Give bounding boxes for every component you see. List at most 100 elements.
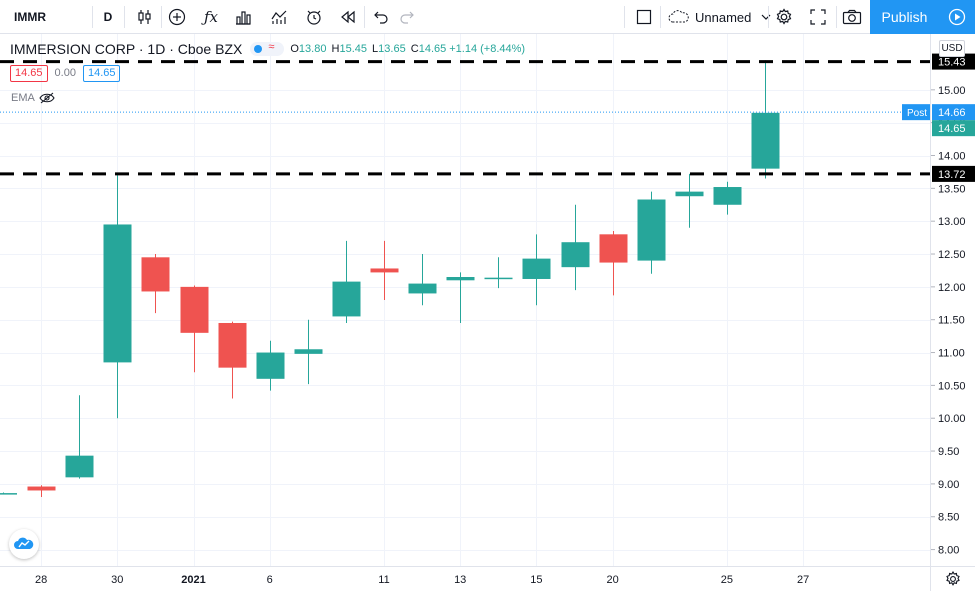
- fullscreen-icon[interactable]: [804, 0, 832, 34]
- price-axis[interactable]: 15.0014.5014.0013.5013.0012.5012.0011.50…: [930, 34, 975, 566]
- price-axis-canvas: 15.0014.5014.0013.5013.0012.5012.0011.50…: [931, 53, 975, 557]
- candle-body: [408, 283, 437, 294]
- eye-hidden-icon[interactable]: [35, 92, 55, 104]
- open-value: 13.80: [298, 43, 327, 55]
- high-value: 15.45: [339, 43, 367, 55]
- bid-ask-panel: 14.65 0.00 14.65: [10, 64, 121, 82]
- play-icon[interactable]: [939, 0, 975, 34]
- time-tick-label: 15: [530, 574, 542, 586]
- candle-body: [675, 191, 704, 197]
- toolbar-divider: [92, 6, 93, 28]
- replay-icon[interactable]: [334, 0, 362, 34]
- price-label-bg: [932, 165, 975, 182]
- candle-body: [522, 258, 551, 279]
- market-status-icon[interactable]: ≈: [250, 41, 285, 56]
- price-label-bg: [932, 53, 975, 70]
- change-value: +1.14 (+8.44%): [449, 43, 526, 55]
- tradingview-logo-icon[interactable]: [9, 529, 39, 559]
- price-tick-label: 11.00: [938, 348, 965, 360]
- price-tick-label: 12.50: [938, 249, 966, 261]
- toolbar-divider: [660, 6, 661, 28]
- fx-icon[interactable]: ƒx: [203, 8, 218, 26]
- top-toolbar: IMMR D ƒx Unnamed: [0, 0, 975, 34]
- axis-settings-icon[interactable]: [930, 566, 975, 591]
- price-label-text: 14.65: [938, 123, 966, 135]
- alert-icon[interactable]: [300, 0, 328, 34]
- compare-icon[interactable]: [265, 0, 293, 34]
- candle-body: [332, 281, 361, 317]
- currency-button[interactable]: USD: [939, 40, 965, 57]
- close-label: C: [410, 43, 419, 55]
- indicators-icon[interactable]: [229, 0, 257, 34]
- candle-body: [0, 493, 17, 495]
- toolbar-divider: [364, 6, 365, 28]
- candle-body: [103, 224, 132, 363]
- price-label-text: 14.66: [938, 107, 966, 119]
- undo-icon[interactable]: [368, 0, 394, 34]
- toolbar-divider: [836, 6, 837, 28]
- candle-body: [370, 268, 399, 273]
- post-tag-label: Post: [907, 108, 927, 119]
- chart-canvas[interactable]: Post: [0, 34, 930, 566]
- price-label-bg: [932, 120, 975, 137]
- time-tick-label: 13: [454, 574, 466, 586]
- sell-price-box[interactable]: 14.65: [10, 64, 48, 82]
- time-tick-label: 11: [378, 574, 389, 586]
- price-label-badge: 14.65: [932, 120, 975, 137]
- toolbar-divider: [768, 6, 769, 28]
- layout-square-icon[interactable]: [630, 0, 658, 34]
- price-tick-label: 13.50: [938, 183, 966, 195]
- redo-icon[interactable]: [394, 0, 420, 34]
- ema-indicator-legend[interactable]: EMA: [11, 90, 55, 106]
- candle-body: [637, 199, 666, 261]
- layout-name-label: Unnamed: [695, 9, 752, 25]
- toolbar-divider: [624, 6, 625, 28]
- low-label: L: [372, 43, 379, 55]
- chart-pane[interactable]: Post: [0, 34, 930, 566]
- buy-price-box[interactable]: 14.65: [82, 64, 121, 82]
- close-value: 14.65: [418, 43, 447, 55]
- candle-body: [599, 234, 628, 263]
- post-tag-bg: [902, 104, 930, 121]
- toolbar-divider: [161, 6, 162, 28]
- time-tick-label: 30: [111, 574, 123, 586]
- cloud-icon: [668, 10, 690, 24]
- time-axis-canvas: 23283020216111315202527: [35, 574, 809, 586]
- publish-button[interactable]: Publish: [870, 0, 939, 34]
- settings-icon[interactable]: [770, 0, 798, 34]
- candle-body: [65, 455, 94, 478]
- price-tick-label: 10.50: [938, 380, 966, 392]
- price-tick-label: 8.00: [938, 545, 959, 557]
- symbol-search-button[interactable]: IMMR: [14, 10, 46, 24]
- candle-body: [561, 242, 590, 268]
- price-label-text: 13.72: [938, 169, 966, 181]
- chevron-down-icon: [761, 14, 771, 20]
- layout-name-button[interactable]: Unnamed: [662, 0, 771, 34]
- candle-body: [27, 486, 56, 491]
- add-indicator-icon[interactable]: [163, 0, 191, 34]
- spread-value: 0.00: [54, 67, 76, 79]
- open-label: O: [290, 43, 299, 55]
- interval-button[interactable]: D: [103, 10, 113, 24]
- price-label-badge: 13.72: [932, 165, 975, 182]
- price-label-bg: [932, 104, 975, 121]
- price-label-text: 15.43: [938, 57, 966, 69]
- time-tick-label: 6: [267, 574, 273, 586]
- toolbar-divider: [124, 6, 125, 28]
- candle-body: [180, 286, 209, 333]
- ema-label: EMA: [11, 92, 35, 104]
- candle-body: [218, 322, 247, 368]
- legend-title[interactable]: IMMERSION CORP · 1D · Cboe BZX: [10, 41, 243, 57]
- candle-body: [446, 277, 475, 281]
- price-tick-label: 14.00: [938, 151, 966, 163]
- price-tick-label: 10.00: [938, 413, 966, 425]
- chart-legend: IMMERSION CORP · 1D · Cboe BZX ≈ O13.80 …: [10, 40, 525, 58]
- candles-icon[interactable]: [131, 0, 159, 34]
- price-label-badge: 15.43: [932, 53, 975, 70]
- camera-icon[interactable]: [838, 0, 866, 34]
- candle-body: [294, 349, 323, 354]
- price-tick-label: 9.00: [938, 479, 959, 491]
- price-tick-label: 12.00: [938, 282, 966, 294]
- price-tick-label: 11.50: [938, 315, 965, 327]
- time-axis[interactable]: 23283020216111315202527: [0, 566, 930, 591]
